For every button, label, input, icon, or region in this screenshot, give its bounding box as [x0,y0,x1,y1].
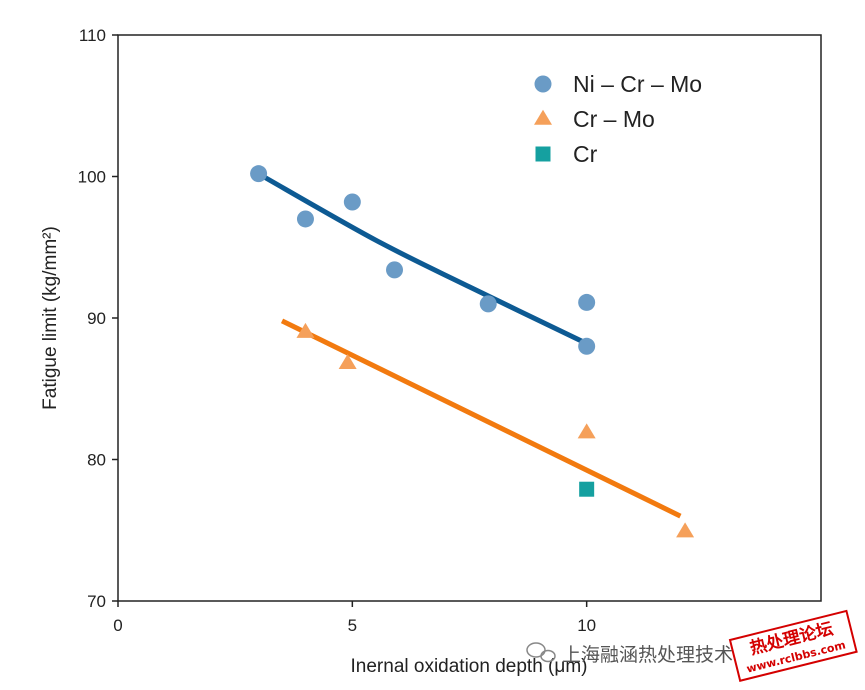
legend-marker-0 [534,75,552,93]
y-axis: 70 80 90 100 110 [78,26,118,611]
point-series-0-4 [479,295,497,313]
point-series-0-2 [343,193,361,211]
legend-label-1: Cr – Mo [573,106,655,132]
fit-line-series-1 [280,318,682,519]
x-axis: 0 5 10 [113,601,596,635]
plot-frame [117,34,822,602]
fit-line-series-0 [262,174,588,346]
y-tick-label-110: 110 [79,26,106,45]
x-tick-label-10: 10 [577,616,596,635]
y-tick-label-70: 70 [87,592,106,611]
fit-lines [262,174,682,519]
x-tick-label-0: 0 [113,616,122,635]
x-tick-label-5: 5 [348,616,357,635]
forum-stamp: 热处理论坛 www.rclbbs.com [728,609,858,682]
point-series-2-0 [579,481,595,497]
y-axis-title: Fatigue limit (kg/mm²) [40,226,61,410]
legend-marker-1 [534,109,552,125]
point-series-1-2 [577,423,596,439]
data-points [250,165,695,538]
point-series-1-1 [338,353,357,369]
y-tick-label-90: 90 [87,309,106,328]
legend-label-0: Ni – Cr – Mo [573,71,702,97]
point-series-0-0 [250,165,268,183]
point-series-0-6 [578,337,596,355]
y-tick-label-100: 100 [78,168,106,187]
point-series-0-1 [296,210,314,228]
point-series-0-3 [386,261,404,279]
point-series-1-0 [296,322,315,338]
x-axis-title: Inernal oxidation depth (μm) [351,656,588,677]
legend: Ni – Cr – Mo Cr – Mo Cr [534,71,702,167]
y-tick-label-80: 80 [87,451,106,470]
point-series-0-5 [578,293,596,311]
wechat-icon [526,642,556,663]
watermark: 上海融涵热处理技术有限公司 热处理论坛 www.rclbbs.com [526,609,858,682]
legend-marker-2 [535,146,551,162]
point-series-1-3 [676,522,695,538]
legend-label-2: Cr [573,141,598,167]
